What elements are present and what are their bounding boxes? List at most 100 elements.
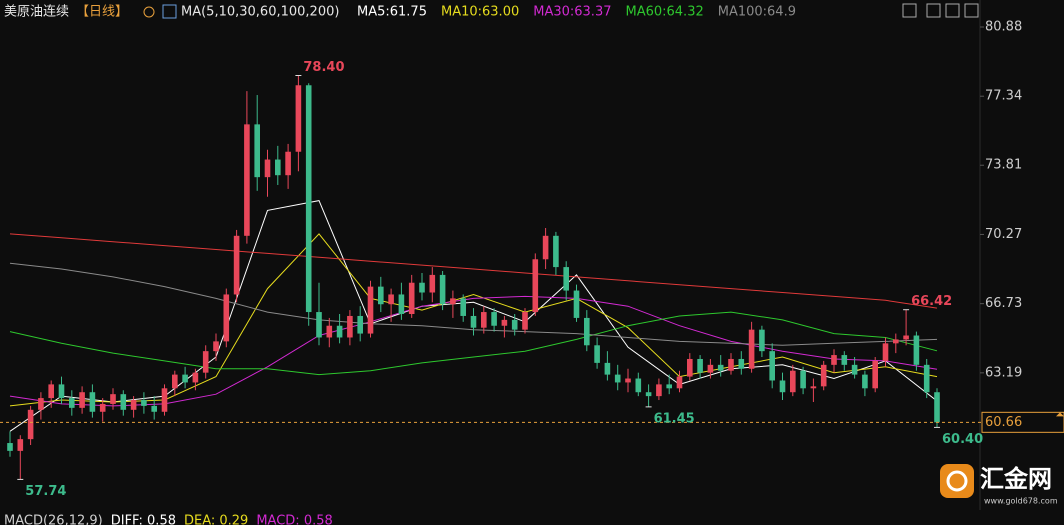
y-tick-label: 70.27 [985, 227, 1022, 242]
period[interactable]: 【日线】 [76, 5, 128, 20]
candle-body [254, 124, 260, 178]
candle-body [604, 362, 611, 375]
ma-line [9, 233, 938, 309]
ma-icon[interactable] [162, 4, 177, 19]
candle-body [522, 312, 528, 330]
candle-body [831, 355, 837, 365]
last-price-label: 60.66 [985, 415, 1022, 430]
candle-body [419, 282, 425, 293]
candle-body [625, 378, 631, 383]
annotation: 66.42 [911, 294, 952, 309]
candle-body [17, 439, 24, 451]
candle-body [202, 351, 209, 373]
candle-body [357, 315, 363, 334]
candle-body [388, 294, 394, 305]
candle-body [501, 319, 508, 326]
candle-body [841, 355, 848, 365]
candle-body [378, 286, 384, 305]
candle-body [882, 343, 889, 361]
candle-body [398, 294, 405, 315]
candle-body [58, 384, 65, 399]
indicator-text: MACD(26,12,9) [4, 514, 103, 525]
y-tick-label: 73.81 [985, 158, 1022, 173]
candle-body [48, 384, 54, 399]
candle-body [470, 315, 477, 328]
candle-body [790, 370, 796, 393]
candle-body [182, 374, 188, 383]
candle-body [656, 384, 662, 397]
candle-body [161, 388, 168, 412]
candle-body [460, 298, 466, 316]
candle-body [614, 374, 621, 383]
candle-body [120, 394, 127, 410]
legend: MA5:61.75 MA10:63.00 MA30:63.37 MA60:64.32 M… [357, 5, 796, 20]
candle-body [563, 267, 569, 291]
annotation: 60.40 [942, 432, 983, 447]
candle-body [769, 351, 775, 381]
candle-body [532, 259, 539, 313]
candle-body [903, 335, 909, 340]
ma-line [9, 311, 938, 376]
candle-body [779, 380, 786, 393]
brand: 汇金网 [980, 465, 1052, 493]
tool-icon[interactable] [926, 3, 941, 18]
candle-body [264, 159, 271, 178]
candle-body [923, 364, 930, 393]
candle-body [130, 400, 137, 410]
annotation: 57.74 [25, 484, 66, 499]
watermark: 汇金网 www.gold678.com [940, 464, 1058, 506]
candle-body [851, 364, 858, 375]
y-tick-label: 77.34 [985, 89, 1022, 104]
candle-body [748, 329, 755, 369]
candle-body [367, 286, 374, 334]
candle-body [635, 378, 642, 393]
candle-body [573, 290, 580, 318]
candle-body [738, 358, 745, 369]
candle-body [89, 392, 96, 412]
candle-body [893, 339, 899, 344]
last-price-box [981, 411, 1064, 433]
symbol: 美原油连续 [4, 4, 69, 20]
candle-body [38, 398, 44, 410]
candle-body [305, 85, 312, 313]
candle-body [99, 403, 106, 412]
candle-body [439, 274, 446, 305]
candle-body [491, 312, 497, 326]
tool-icon[interactable] [964, 3, 979, 18]
plot: 80.88 77.34 73.81 70.27 66.73 63.19 60.66 78.40… [0, 20, 1064, 499]
candle-body [285, 151, 291, 176]
candle-body [717, 364, 724, 371]
candle-body [233, 235, 240, 295]
indicator-text: MACD: 0.58 [256, 514, 332, 525]
candle-body [913, 335, 920, 365]
legend-entry: MA30:63.37 [533, 5, 611, 20]
candle-body [759, 329, 765, 352]
y-tick-label: 80.88 [985, 20, 1022, 35]
site: www.gold678.com [984, 497, 1058, 506]
candle-body [645, 392, 652, 397]
candle-body [862, 374, 868, 389]
candle-body [275, 159, 281, 176]
candle-body [934, 392, 940, 423]
candle-body [79, 392, 85, 408]
tool-icon[interactable] [945, 3, 960, 18]
logo [940, 464, 974, 498]
candle-body [810, 386, 817, 389]
indicator-text: DEA: 0.29 [184, 514, 248, 525]
candle-body [326, 325, 333, 338]
logo-mark [946, 470, 968, 492]
tool-icon[interactable] [902, 3, 917, 18]
candle-body [594, 345, 600, 363]
annotation: 61.45 [654, 411, 695, 426]
candle-body [27, 409, 34, 440]
candle-body [151, 405, 157, 412]
add-icon[interactable] [143, 6, 155, 18]
legend-entry: MA5:61.75 [357, 5, 427, 20]
toolbar [902, 3, 979, 18]
candle-body [707, 364, 714, 373]
candle-body [511, 319, 518, 330]
candle-body [728, 358, 734, 371]
candle-body [450, 298, 456, 305]
